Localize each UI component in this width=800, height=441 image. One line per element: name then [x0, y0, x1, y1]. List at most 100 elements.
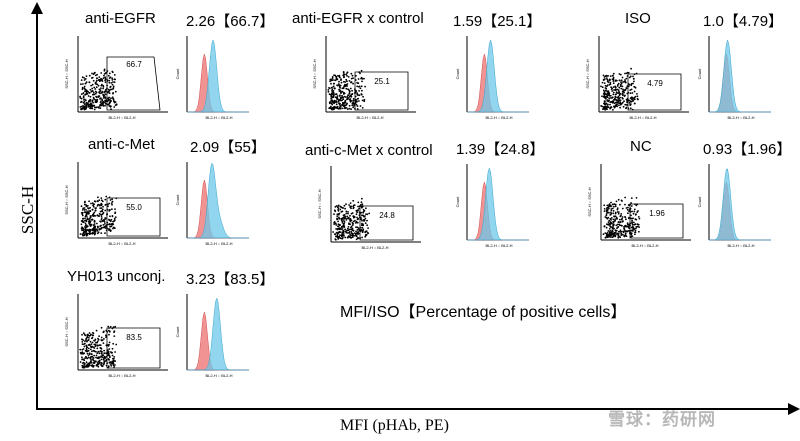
scatter-dot [345, 219, 348, 221]
scatter-dot [615, 224, 618, 227]
scatter-dot [341, 99, 343, 102]
scatter-dot [620, 214, 622, 217]
scatter-dot [98, 76, 101, 78]
scatter-dot [85, 355, 87, 358]
scatter-dot [108, 89, 111, 92]
scatter-dot [342, 224, 345, 226]
scatter-dot [332, 91, 334, 93]
scatter-dot [92, 346, 95, 349]
scatter-dot [107, 325, 110, 328]
scatter-dot [341, 228, 344, 230]
scatter-dot [108, 77, 111, 79]
hist-y-label: Count [697, 196, 702, 208]
scatter-dot [109, 363, 112, 365]
scatter-y-label: SSC-H :: SSC-H [312, 59, 317, 88]
scatter-dot [610, 232, 612, 234]
scatter-dot [337, 75, 339, 77]
scatter-dot [619, 73, 622, 76]
scatter-dot [346, 96, 349, 98]
scatter-dot [87, 105, 90, 108]
scatter-dot [351, 212, 354, 214]
scatter-dot [108, 102, 111, 104]
scatter-x-label: BL2-H :: BL2-H [108, 115, 135, 120]
scatter-dot [105, 336, 107, 338]
scatter-dot [632, 221, 635, 224]
scatter-dot [95, 81, 97, 84]
scatter-dot [96, 363, 98, 366]
scatter-dot [93, 226, 95, 229]
scatter-dot [109, 85, 112, 88]
scatter-dot [630, 82, 633, 85]
scatter-dot [609, 217, 612, 220]
scatter-dot [84, 82, 87, 85]
scatter-dot [333, 233, 336, 235]
scatter-dot [628, 101, 631, 104]
gate-value-label: 1.96 [649, 209, 665, 218]
scatter-dot [96, 362, 99, 364]
scatter-dot [79, 95, 81, 98]
scatter-dot [617, 95, 620, 98]
scatter-dot [103, 361, 106, 364]
scatter-dot [362, 95, 364, 98]
gate-value-label: 83.5 [126, 333, 142, 342]
scatter-dot [333, 94, 335, 96]
scatter-y-label: SSC-H :: SSC-H [64, 185, 69, 214]
scatter-dot [341, 222, 344, 224]
scatter-dot [86, 232, 89, 235]
scatter-dot [87, 349, 90, 352]
scatter-dot [625, 77, 628, 80]
scatter-dot [89, 340, 92, 343]
scatter-dot [608, 204, 610, 207]
scatter-dot [104, 76, 107, 79]
scatter-dot [344, 236, 347, 239]
scatter-dot [617, 100, 620, 103]
scatter-dot [86, 363, 89, 366]
scatter-dot [348, 104, 351, 107]
scatter-dot [109, 356, 111, 358]
scatter-dot [614, 98, 617, 101]
scatter-dot [614, 232, 616, 235]
scatter-dot [85, 106, 88, 109]
scatter-dot [94, 207, 97, 210]
scatter-dot [626, 208, 629, 211]
scatter-dot [362, 208, 365, 211]
scatter-dot [352, 220, 355, 223]
scatter-dot [604, 75, 607, 78]
scatter-dot [108, 348, 111, 350]
scatter-dot [366, 224, 368, 227]
scatter-dot [113, 217, 116, 220]
scatter-dot [363, 77, 365, 80]
scatter-dot [104, 101, 106, 103]
scatter-dot [332, 231, 334, 233]
scatter-dot [110, 202, 113, 204]
scatter-dot [621, 90, 624, 93]
scatter-dot [114, 90, 117, 93]
scatter-dot [103, 218, 105, 221]
scatter-dot [110, 82, 113, 84]
scatter-dot [630, 84, 633, 87]
scatter-dot [99, 101, 102, 104]
scatter-dot [109, 199, 112, 201]
scatter-dot [347, 94, 350, 96]
scatter-dot [94, 98, 96, 101]
scatter-dot [341, 220, 344, 223]
scatter-dot [607, 221, 610, 223]
scatter-dot [625, 207, 628, 209]
scatter-dot [335, 103, 338, 106]
scatter-dot [336, 218, 338, 221]
scatter-dot [90, 107, 92, 110]
scatter-dot [102, 363, 105, 366]
scatter-dot [107, 358, 110, 360]
scatter-dot [331, 77, 334, 79]
scatter-dot [337, 204, 340, 207]
scatter-dot [82, 220, 84, 223]
scatter-dot [350, 77, 353, 80]
scatter-dot [608, 232, 611, 235]
scatter-dot [356, 92, 359, 95]
scatter-dot [108, 354, 111, 357]
scatter-dot [100, 326, 103, 329]
scatter-dot [82, 348, 85, 350]
scatter-dot [618, 102, 621, 105]
scatter-dot [621, 216, 624, 218]
